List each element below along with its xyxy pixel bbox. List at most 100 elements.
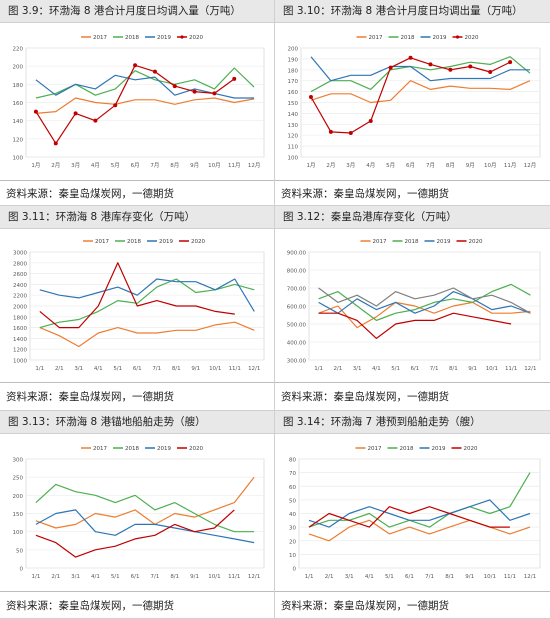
- y-tick-label: 30: [289, 526, 296, 532]
- x-tick-label: 6月: [406, 162, 415, 169]
- x-tick-label: 6/1: [131, 574, 140, 580]
- data-point: [133, 63, 138, 68]
- series-line-2019: [310, 56, 530, 82]
- data-point: [33, 109, 38, 114]
- source-note: 资料来源：秦皇岛煤炭网，一德期货: [6, 600, 174, 612]
- series-line-2017: [310, 80, 531, 104]
- legend-item: 2018: [387, 446, 414, 452]
- panel-5: 图 3.13：环渤海 8 港锚地船舶走势（艘） 0 50 100 150 200 250 3…: [0, 411, 274, 618]
- legend-item: 2017: [355, 446, 382, 452]
- x-tick-label: 9/1: [191, 366, 200, 372]
- x-tick-label: 7月: [150, 162, 159, 169]
- x-tick-label: 8/1: [445, 574, 454, 580]
- legend-label: 2019: [433, 35, 447, 41]
- y-tick-label: 200: [13, 65, 24, 71]
- legend-item: 2019: [145, 446, 171, 452]
- x-tick-label: 2月: [326, 162, 335, 169]
- x-tick-label: 7/1: [152, 366, 161, 372]
- source-rule: [0, 180, 274, 181]
- x-tick-label: 9/1: [190, 574, 199, 580]
- x-tick-label: 5月: [386, 162, 395, 169]
- y-tick-label: 110: [288, 145, 299, 151]
- y-tick-label: 3000: [13, 251, 27, 257]
- legend-label: 2018: [125, 446, 139, 452]
- x-tick-label: 10/1: [486, 366, 498, 372]
- y-tick-label: 1800: [13, 315, 27, 321]
- y-tick-label: 190: [288, 57, 299, 63]
- y-tick-label: 800.00: [287, 269, 307, 275]
- y-tick-label: 120: [13, 137, 24, 143]
- legend-item: 2017: [83, 239, 109, 245]
- x-tick-label: 3/1: [345, 574, 354, 580]
- x-tick-label: 3月: [346, 162, 355, 169]
- legend-item: 2018: [113, 35, 139, 41]
- source-note: 资料来源：秦皇岛煤炭网，一德期货: [281, 600, 449, 612]
- legend-label: 2018: [405, 239, 419, 245]
- y-tick-label: 80: [289, 458, 296, 464]
- x-tick-label: 1月: [306, 162, 315, 169]
- panel-title: 图 3.12：秦皇岛港库存变化（万吨）: [275, 206, 550, 229]
- x-tick-label: 7月: [426, 162, 435, 169]
- y-tick-label: 2000: [13, 305, 27, 311]
- data-point: [448, 67, 453, 72]
- x-tick-label: 8/1: [172, 366, 181, 372]
- x-tick-label: 11/1: [505, 366, 517, 372]
- source-note: 资料来源：秦皇岛煤炭网，一德期货: [281, 188, 449, 200]
- source-note: 资料来源：秦皇岛煤炭网，一德期货: [6, 188, 174, 200]
- legend-label: 2018: [125, 35, 139, 41]
- legend-label: 2017: [369, 35, 383, 41]
- legend-label: 2018: [401, 35, 415, 41]
- legend-item: 2020: [456, 239, 483, 245]
- series-line-2017: [35, 476, 255, 529]
- x-tick-label: 11/1: [228, 574, 240, 580]
- y-tick-label: 0: [20, 567, 24, 573]
- series-line-2019: [35, 509, 255, 544]
- legend-item: 2017: [360, 239, 387, 245]
- source-rule: [275, 382, 550, 383]
- legend-label: 2019: [437, 239, 451, 245]
- y-tick-label: 180: [288, 68, 299, 74]
- legend-item: 2020: [177, 35, 203, 41]
- data-point: [113, 103, 118, 108]
- x-tick-label: 9月: [466, 162, 475, 169]
- x-tick-label: 4/1: [94, 366, 103, 372]
- legend-item: 2018: [115, 239, 141, 245]
- source-rule: [0, 382, 274, 383]
- x-tick-label: 5/1: [385, 574, 394, 580]
- series-line-2017: [39, 321, 255, 348]
- legend-label: 2020: [464, 446, 478, 452]
- y-tick-label: 300.00: [287, 359, 307, 365]
- y-tick-label: 0: [293, 567, 297, 573]
- series-line-extra: [318, 287, 531, 314]
- legend-label: 2020: [465, 35, 479, 41]
- legend-item: 2017: [356, 35, 383, 41]
- data-point: [93, 118, 98, 123]
- y-tick-label: 140: [288, 112, 299, 118]
- legend-label: 2017: [373, 239, 387, 245]
- source-rule: [0, 591, 274, 592]
- source-rule: [275, 591, 550, 592]
- x-tick-label: 10月: [208, 162, 221, 169]
- legend-label: 2020: [191, 239, 205, 245]
- y-tick-label: 160: [288, 90, 299, 96]
- series-line-2017: [308, 519, 531, 542]
- x-tick-label: 5/1: [391, 366, 400, 372]
- series-line-2019: [308, 499, 531, 528]
- y-tick-label: 1200: [13, 348, 27, 354]
- y-tick-label: 150: [288, 101, 299, 107]
- legend-label: 2019: [159, 239, 173, 245]
- chart-area: 300.00 400.00 500.00 600.00 700.00 800.00 900.…: [287, 239, 541, 372]
- data-point: [408, 55, 413, 60]
- x-tick-label: 12/1: [524, 366, 536, 372]
- x-tick-label: 4月: [91, 162, 100, 169]
- data-point: [468, 64, 473, 69]
- data-point: [328, 129, 333, 134]
- y-tick-label: 500.00: [287, 323, 307, 329]
- x-tick-label: 6/1: [133, 366, 142, 372]
- y-tick-label: 120: [288, 134, 299, 140]
- legend-label: 2018: [400, 446, 414, 452]
- x-tick-label: 6月: [131, 162, 140, 169]
- x-tick-label: 3/1: [74, 366, 83, 372]
- chart-area: 1000 1200 1400 1600 1800 2000 2200 2400 2600 2800…: [13, 239, 265, 372]
